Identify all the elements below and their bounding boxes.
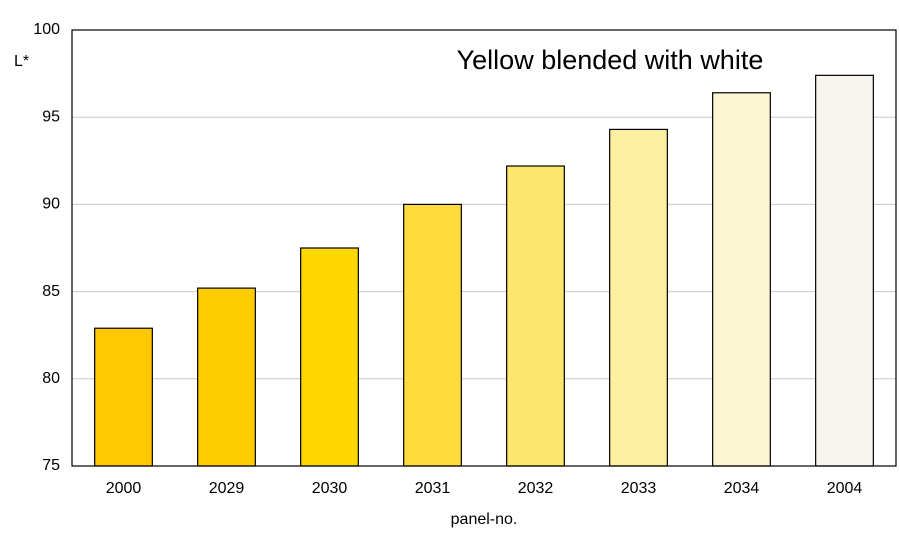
bar <box>403 203 462 467</box>
bar <box>197 287 256 467</box>
x-tick-label: 2000 <box>106 480 142 497</box>
annotation: Yellow blended with white <box>457 45 764 75</box>
bar <box>506 165 565 467</box>
plot-frame <box>71 29 897 467</box>
y-tick-label: 95 <box>42 108 60 125</box>
bar <box>94 327 153 467</box>
y-tick-label: 90 <box>42 196 60 213</box>
bar <box>712 92 771 467</box>
bar <box>609 128 668 467</box>
x-axis-label: panel-no. <box>451 511 518 528</box>
y-axis-label: L* <box>14 53 29 70</box>
bar <box>300 247 359 467</box>
x-tick-label: 2029 <box>209 480 245 497</box>
x-tick-label: 2004 <box>827 480 863 497</box>
x-tick-label: 2033 <box>621 480 657 497</box>
y-tick-label: 75 <box>42 457 60 474</box>
y-tick-label: 85 <box>42 283 60 300</box>
bar <box>815 74 874 467</box>
y-tick-label: 100 <box>33 21 60 38</box>
x-tick-label: 2032 <box>518 480 554 497</box>
x-tick-label: 2031 <box>415 480 451 497</box>
x-tick-label: 2034 <box>724 480 760 497</box>
y-tick-label: 80 <box>42 370 60 387</box>
x-tick-label: 2030 <box>312 480 348 497</box>
